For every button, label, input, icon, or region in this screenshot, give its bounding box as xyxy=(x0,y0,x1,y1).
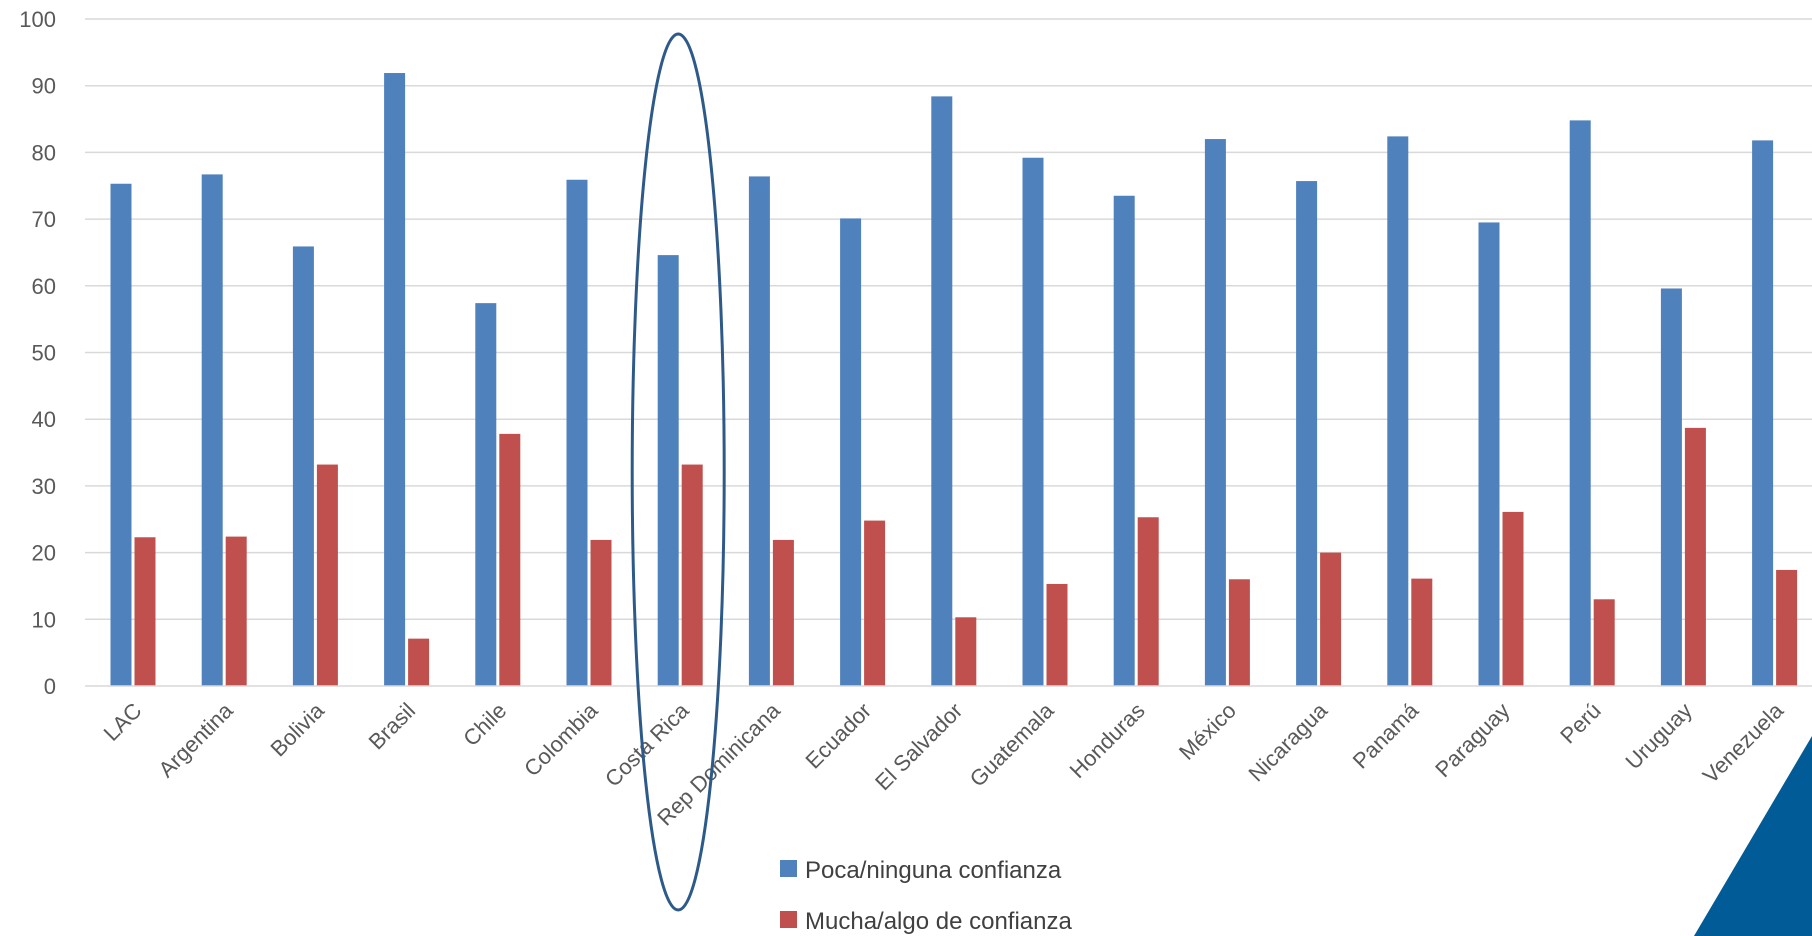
legend-label-mucha: Mucha/algo de confianza xyxy=(805,908,1073,935)
x-category-label: Brasil xyxy=(364,698,421,755)
bar-poca-guatemala xyxy=(1022,157,1044,687)
bar-mucha-brasil xyxy=(408,638,430,686)
bar-poca-lac xyxy=(110,183,132,686)
bar-poca-nicaragua xyxy=(1296,181,1318,686)
y-tick-label: 60 xyxy=(32,274,56,299)
bar-poca-uruguay xyxy=(1660,288,1682,686)
bar-mucha-colombia xyxy=(590,539,612,686)
y-tick-label: 80 xyxy=(32,140,56,165)
bar-mucha-nicaragua xyxy=(1320,552,1342,686)
bar-mucha-argentina xyxy=(225,536,247,686)
x-category-label: Ecuador xyxy=(801,698,877,774)
bar-mucha-méxico xyxy=(1228,579,1250,686)
y-tick-label: 10 xyxy=(32,607,56,632)
bar-poca-paraguay xyxy=(1478,222,1500,686)
bar-poca-bolivia xyxy=(292,246,314,686)
bar-poca-rep-dominicana xyxy=(748,176,770,687)
x-category-label: Venezuela xyxy=(1698,697,1789,788)
x-category-label: Colombia xyxy=(519,697,603,781)
x-category-label: Perú xyxy=(1555,698,1606,749)
y-tick-label: 20 xyxy=(32,541,56,566)
y-tick-label: 0 xyxy=(44,674,56,699)
x-category-label: México xyxy=(1174,698,1241,765)
y-tick-label: 30 xyxy=(32,474,56,499)
x-category-label: LAC xyxy=(99,698,147,746)
bar-mucha-honduras xyxy=(1137,517,1159,686)
bar-poca-perú xyxy=(1569,120,1591,686)
bar-poca-ecuador xyxy=(840,218,862,687)
bar-poca-el-salvador xyxy=(931,96,953,686)
bar-poca-venezuela xyxy=(1752,140,1774,687)
y-tick-label: 40 xyxy=(32,407,56,432)
legend: Poca/ninguna confianza Mucha/algo de con… xyxy=(780,857,1073,935)
bar-poca-méxico xyxy=(1204,139,1226,686)
x-category-label: Nicaragua xyxy=(1244,697,1333,786)
x-category-label: Chile xyxy=(458,698,511,751)
bar-poca-chile xyxy=(475,303,497,686)
bar-poca-colombia xyxy=(566,179,588,686)
bars xyxy=(110,73,1798,687)
bar-poca-costa-rica xyxy=(657,255,679,687)
bar-mucha-chile xyxy=(499,433,521,686)
corner-accent-triangle xyxy=(1694,736,1812,936)
bar-mucha-venezuela xyxy=(1776,569,1798,686)
bar-mucha-ecuador xyxy=(864,520,886,686)
bar-mucha-bolivia xyxy=(316,464,338,686)
bar-poca-panamá xyxy=(1387,136,1409,687)
legend-swatch-mucha xyxy=(780,911,797,928)
x-category-label: Costa Rica xyxy=(600,697,694,791)
bar-poca-brasil xyxy=(384,73,406,687)
bar-mucha-panamá xyxy=(1411,578,1433,686)
bar-mucha-paraguay xyxy=(1502,511,1524,686)
x-category-label: Guatemala xyxy=(965,697,1059,791)
x-axis-category-labels: LAC Argentina Bolivia Brasil Chile ColombiaCo… xyxy=(99,697,1789,830)
x-category-label: El Salvador xyxy=(870,698,967,795)
y-tick-label: 50 xyxy=(32,341,56,366)
bar-mucha-guatemala xyxy=(1046,583,1068,686)
y-tick-label: 90 xyxy=(32,74,56,99)
highlight-ellipse xyxy=(630,32,726,912)
x-category-label: Argentina xyxy=(153,697,238,782)
bar-mucha-uruguay xyxy=(1684,427,1706,686)
bar-mucha-rep-dominicana xyxy=(772,539,794,686)
legend-swatch-poca xyxy=(780,860,797,877)
x-category-label: Panamá xyxy=(1348,697,1424,773)
x-category-label: Honduras xyxy=(1065,698,1150,783)
bar-mucha-costa-rica xyxy=(681,464,703,686)
x-category-label: Uruguay xyxy=(1620,698,1696,774)
y-axis-tick-labels: 0 10 20 30 40 50 60 70 80 90 100 xyxy=(19,7,56,699)
y-tick-label: 100 xyxy=(19,7,56,32)
bar-mucha-lac xyxy=(134,537,156,686)
bar-poca-honduras xyxy=(1113,195,1135,686)
y-tick-label: 70 xyxy=(32,207,56,232)
bar-poca-argentina xyxy=(201,174,223,686)
x-category-label: Paraguay xyxy=(1430,698,1514,782)
legend-label-poca: Poca/ninguna confianza xyxy=(805,857,1062,884)
bar-mucha-el-salvador xyxy=(955,617,977,686)
bar-mucha-perú xyxy=(1593,599,1615,686)
x-category-label: Bolivia xyxy=(265,697,329,761)
